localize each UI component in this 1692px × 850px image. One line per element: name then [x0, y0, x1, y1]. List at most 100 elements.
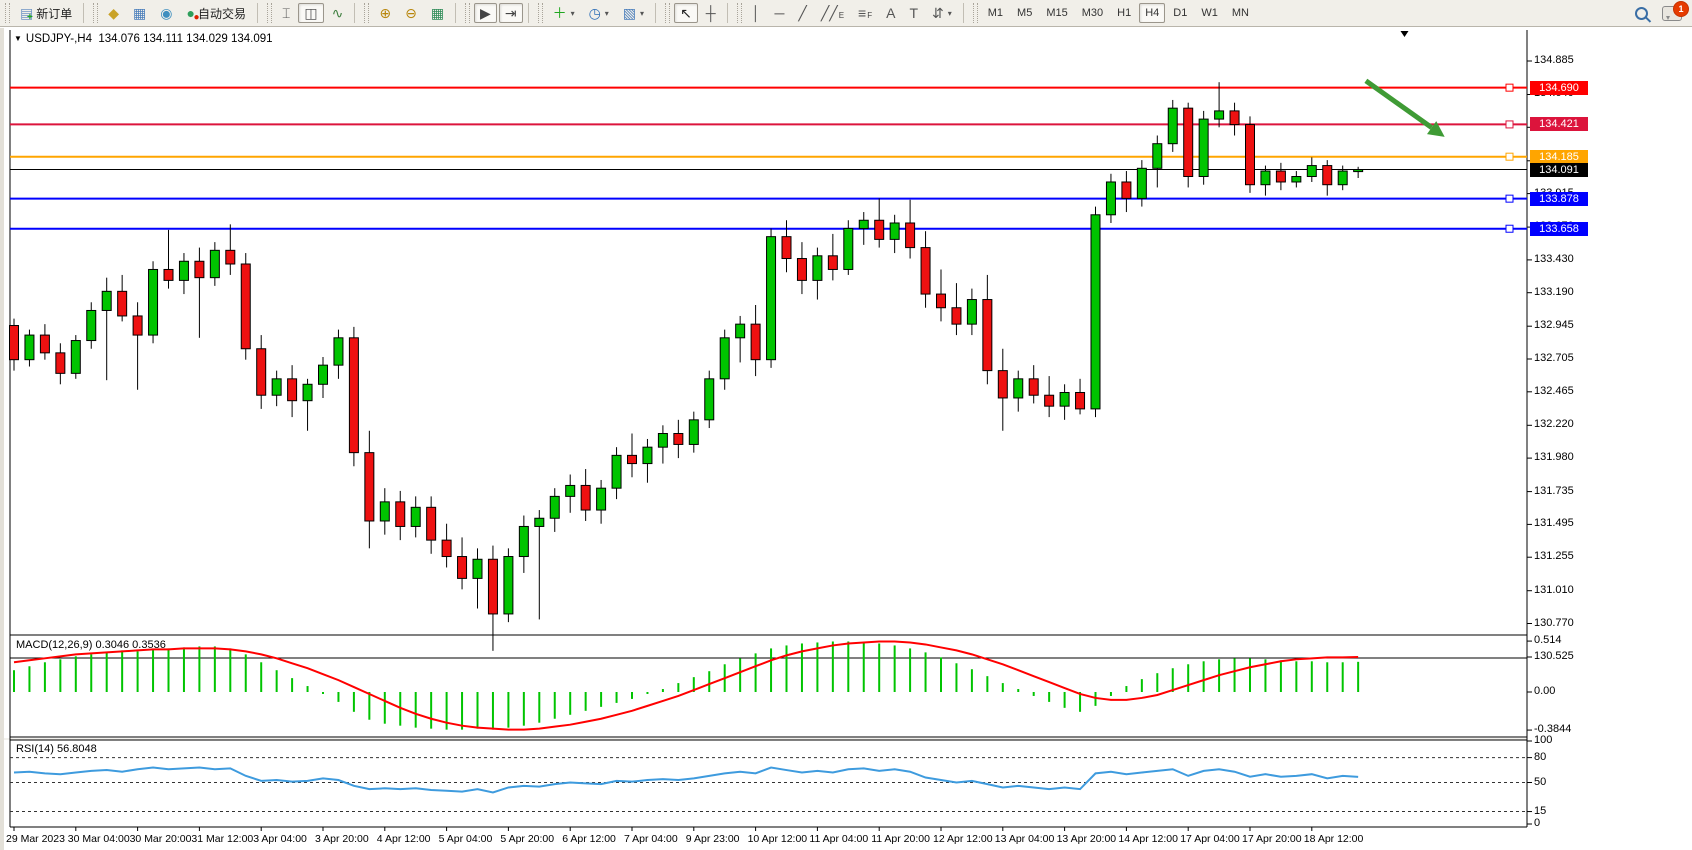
- toolbar-group-handle[interactable]: [465, 3, 471, 23]
- horizontal-line-icon: ─: [774, 5, 785, 21]
- line-handle[interactable]: [1505, 83, 1514, 92]
- zoom-in-button[interactable]: ⊕: [373, 3, 397, 23]
- candles-layer: [9, 82, 1364, 651]
- chart-shift-icon: ⇥: [504, 5, 517, 21]
- macd-histogram: [13, 641, 1360, 730]
- chart-canvas[interactable]: [4, 28, 1692, 850]
- trendline-button[interactable]: ╱: [792, 3, 812, 23]
- equidistant-channel-button[interactable]: ╱╱ E: [820, 5, 845, 21]
- price-axis-ticks: [1527, 60, 1532, 658]
- cursor-icon: ↖: [680, 5, 692, 21]
- timeframe-m30-button[interactable]: M30: [1081, 7, 1104, 19]
- toolbar-group-handle[interactable]: [266, 3, 272, 23]
- trendline-icon: ╱: [798, 5, 807, 21]
- crosshair-button[interactable]: ┼: [700, 3, 722, 23]
- toolbar-group-handle[interactable]: [93, 3, 99, 23]
- macd-axis-ticks: [1527, 640, 1532, 731]
- timeframe-m15-button[interactable]: M15: [1046, 7, 1068, 19]
- text-button[interactable]: A: [880, 3, 901, 23]
- horizontal-lines: [10, 83, 1527, 233]
- periods-icon: ◷: [588, 5, 601, 21]
- fibonacci-icon: ≡: [858, 5, 867, 21]
- toolbar-group-handle[interactable]: [972, 3, 978, 23]
- chevron-down-icon: ▾: [947, 8, 952, 18]
- chat-icon[interactable]: 1: [1662, 1, 1689, 21]
- horizontal-line-button[interactable]: ─: [768, 3, 790, 23]
- line-handle[interactable]: [1505, 224, 1514, 233]
- market-watch-button[interactable]: ▦: [127, 3, 152, 23]
- bar-chart-button[interactable]: ⌶: [276, 3, 296, 23]
- bar-chart-icon: ⌶: [281, 5, 291, 21]
- fibonacci-button[interactable]: ≡ F: [858, 5, 873, 21]
- line-handle[interactable]: [1505, 194, 1514, 203]
- toolbar-group-handle[interactable]: [736, 3, 742, 23]
- tile-windows-button[interactable]: ▦: [425, 3, 450, 23]
- timeframe-m1-button[interactable]: M1: [987, 7, 1004, 19]
- new-order-icon: ▤: [20, 5, 34, 21]
- templates-button[interactable]: ▧ ▾: [617, 3, 650, 23]
- macd-signal-line: [13, 640, 1359, 731]
- notification-badge: 1: [1673, 1, 1689, 17]
- toolbar-separator: [527, 3, 529, 23]
- timeframe-m5-button[interactable]: M5: [1017, 7, 1033, 19]
- indicators-icon: ＋: [552, 5, 567, 21]
- line-handle[interactable]: [1505, 152, 1514, 161]
- toolbar-separator: [83, 3, 85, 23]
- toolbar-separator: [256, 3, 258, 23]
- toolbar-right: 1: [1635, 0, 1689, 27]
- line-handle[interactable]: [1505, 120, 1514, 129]
- time-axis-ticks: [13, 827, 1313, 831]
- cursor-button[interactable]: ↖: [674, 3, 698, 23]
- autotrading-button[interactable]: ● ● 自动交易: [186, 5, 246, 23]
- chevron-down-icon: ▾: [604, 8, 609, 18]
- tile-windows-icon: ▦: [430, 5, 445, 21]
- equidistant-channel-icon: ╱╱: [820, 5, 838, 21]
- arrows-icon: ⇵: [932, 5, 944, 21]
- zoom-out-button[interactable]: ⊖: [399, 3, 423, 23]
- navigator-icon: ◉: [160, 5, 173, 21]
- text-icon: A: [886, 5, 896, 21]
- toolbar-group-handle[interactable]: [665, 3, 671, 23]
- candlestick-chart-button[interactable]: ◫: [298, 3, 324, 23]
- crosshair-icon: ┼: [705, 5, 716, 21]
- line-chart-button[interactable]: ∿: [326, 3, 350, 23]
- toolbar: ▤ + 新订单 ◆ ▦ ◉ ● ● 自动交易 ⌶ ◫ ∿ ⊕ ⊖ ▦ ▶ ⇥ ＋ ▾ ◷ ▾ ▧ ▾ ↖ ┼ │ ─ ╱ ╱╱ E ≡ F A T…: [0, 0, 1692, 27]
- chart-shift-button[interactable]: ⇥: [498, 3, 523, 23]
- rsi-axis-ticks: [1527, 740, 1532, 825]
- chevron-down-icon: ▾: [640, 8, 645, 18]
- vertical-line-icon: │: [751, 5, 761, 21]
- timeframe-w1-button[interactable]: W1: [1201, 7, 1218, 19]
- toolbar-separator: [354, 3, 356, 23]
- toolbar-separator: [726, 3, 728, 23]
- toolbar-group-handle[interactable]: [364, 3, 370, 23]
- vertical-line-button[interactable]: │: [746, 3, 767, 23]
- text-label-icon: T: [909, 5, 918, 21]
- autotrading-icon: ●: [186, 5, 195, 21]
- chart-window: ▼ USDJPY-,H4 134.076 134.111 134.029 134.…: [0, 28, 1692, 850]
- indicators-button[interactable]: ＋ ▾: [547, 3, 581, 23]
- timeframe-mn-button[interactable]: MN: [1231, 7, 1249, 19]
- toolbar-group-handle[interactable]: [537, 3, 543, 23]
- timeframe-d1-button[interactable]: D1: [1173, 7, 1188, 19]
- toolbar-separator: [962, 3, 964, 23]
- navigator-button[interactable]: ◉: [154, 3, 178, 23]
- chart-wizard-icon: ◆: [108, 5, 120, 21]
- search-icon[interactable]: [1635, 7, 1648, 20]
- templates-icon: ▧: [622, 5, 637, 21]
- timeframe-h1-button[interactable]: H1: [1117, 7, 1132, 19]
- pane-splitters[interactable]: [4, 738, 1527, 740]
- chart-wizard-button[interactable]: ◆: [102, 3, 125, 23]
- trend-arrow-annotation[interactable]: [1364, 78, 1445, 137]
- toolbar-separator: [455, 3, 457, 23]
- timeframe-h4-button[interactable]: H4: [1139, 3, 1166, 23]
- line-chart-icon: ∿: [331, 5, 344, 21]
- autoscroll-button[interactable]: ▶: [474, 3, 497, 23]
- zoom-in-icon: ⊕: [379, 5, 392, 21]
- periods-button[interactable]: ◷ ▾: [583, 3, 615, 23]
- new-order-button[interactable]: ▤ + 新订单: [20, 5, 73, 23]
- toolbar-group-handle[interactable]: [5, 3, 10, 23]
- arrows-button[interactable]: ⇵ ▾: [926, 3, 958, 23]
- text-label-button[interactable]: T: [903, 3, 924, 23]
- pane-borders: [9, 30, 1528, 828]
- toolbar-items: ▤ + 新订单 ◆ ▦ ◉ ● ● 自动交易 ⌶ ◫ ∿ ⊕ ⊖ ▦ ▶ ⇥ ＋ ▾ ◷ ▾ ▧ ▾ ↖ ┼ │ ─ ╱ ╱╱ E ≡ F A T…: [0, 0, 1256, 27]
